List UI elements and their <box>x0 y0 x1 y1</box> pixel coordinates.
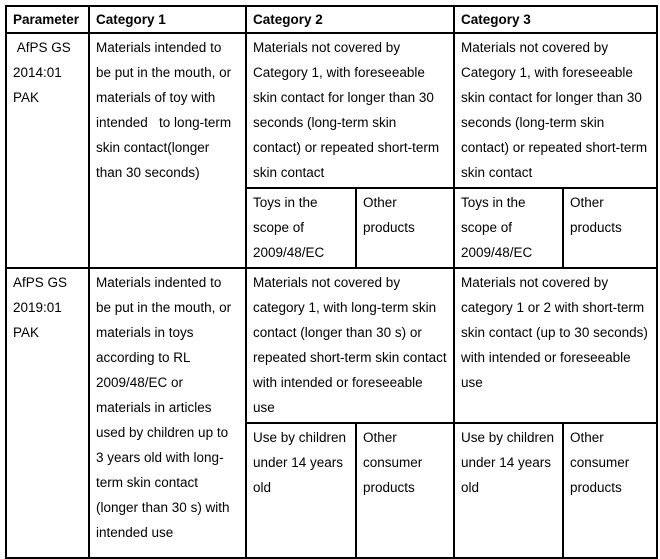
header-category-1: Category 1 <box>88 5 247 34</box>
category2-sub2-cell: Other products <box>355 187 455 269</box>
header-parameter: Parameter <box>5 5 90 34</box>
category3-sub1-cell: Toys in the scope of 2009/48/EC <box>453 187 564 269</box>
category2-sub1-cell: Toys in the scope of 2009/48/EC <box>245 187 357 269</box>
table-subrow: Use by children under 14 years old Other… <box>6 422 658 559</box>
category2-sub1-cell: Use by children under 14 years old <box>245 422 357 559</box>
category2-sub2-cell: Other consumer products <box>355 422 455 559</box>
category3-description-cell: Materials not covered by category 1 or 2… <box>453 267 658 424</box>
parameter-cell: AfPS GS 2014:01 PAK <box>5 32 90 269</box>
parameter-category-table: Parameter Category 1 Category 2 Category… <box>5 5 658 559</box>
parameter-cell: AfPS GS 2019:01 PAK <box>5 267 90 559</box>
header-category-2: Category 2 <box>245 5 455 34</box>
category2-description-cell: Materials not covered by category 1, wit… <box>245 267 455 424</box>
table-row: AfPS GS 2014:01 PAK Materials intended t… <box>5 32 658 269</box>
category3-sub1-cell: Use by children under 14 years old <box>453 422 564 559</box>
category1-cell: Materials indented to be put in the mout… <box>88 267 247 559</box>
table-row: AfPS GS 2019:01 PAK Materials indented t… <box>5 267 658 559</box>
header-category-3: Category 3 <box>453 5 658 34</box>
table-header-row: Parameter Category 1 Category 2 Category… <box>5 5 658 34</box>
document-page: Parameter Category 1 Category 2 Category… <box>5 5 658 559</box>
category3-sub2-cell: Other consumer products <box>562 422 658 559</box>
table-subrow: Toys in the scope of 2009/48/EC Other pr… <box>6 187 658 269</box>
category2-description-cell: Materials not covered by Category 1, wit… <box>245 32 455 189</box>
category3-sub2-cell: Other products <box>562 187 658 269</box>
category1-cell: Materials intended to be put in the mout… <box>88 32 247 269</box>
category3-description-cell: Materials not covered by Category 1, wit… <box>453 32 658 189</box>
